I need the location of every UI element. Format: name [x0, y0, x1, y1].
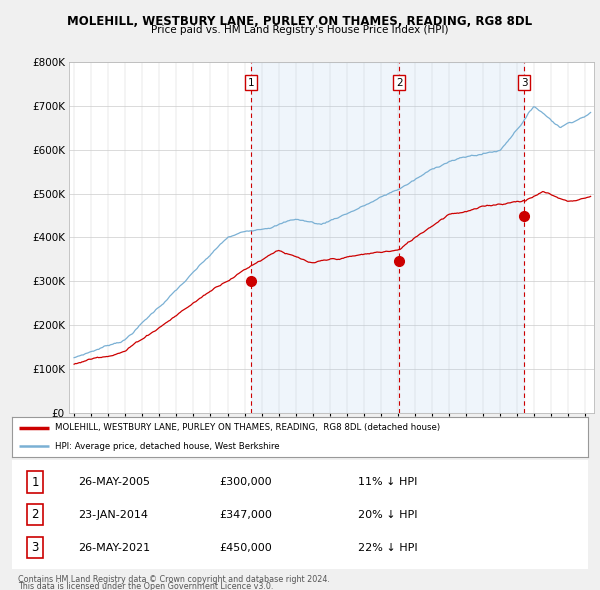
Text: £300,000: £300,000 — [220, 477, 272, 487]
Text: 26-MAY-2021: 26-MAY-2021 — [78, 543, 151, 552]
Text: 3: 3 — [521, 78, 527, 88]
Text: 1: 1 — [31, 476, 39, 489]
Text: Price paid vs. HM Land Registry's House Price Index (HPI): Price paid vs. HM Land Registry's House … — [151, 25, 449, 35]
Bar — [251, 62, 524, 413]
Text: 2: 2 — [396, 78, 403, 88]
Text: 20% ↓ HPI: 20% ↓ HPI — [358, 510, 417, 520]
Text: 26-MAY-2005: 26-MAY-2005 — [78, 477, 150, 487]
Text: £450,000: £450,000 — [220, 543, 272, 552]
Text: 3: 3 — [31, 541, 39, 554]
Text: MOLEHILL, WESTBURY LANE, PURLEY ON THAMES, READING, RG8 8DL: MOLEHILL, WESTBURY LANE, PURLEY ON THAME… — [67, 15, 533, 28]
Text: 1: 1 — [248, 78, 254, 88]
Text: £347,000: £347,000 — [220, 510, 272, 520]
Text: This data is licensed under the Open Government Licence v3.0.: This data is licensed under the Open Gov… — [18, 582, 274, 590]
Text: 2: 2 — [31, 508, 39, 522]
Text: 11% ↓ HPI: 11% ↓ HPI — [358, 477, 417, 487]
Text: Contains HM Land Registry data © Crown copyright and database right 2024.: Contains HM Land Registry data © Crown c… — [18, 575, 330, 584]
Text: 23-JAN-2014: 23-JAN-2014 — [78, 510, 148, 520]
Text: 22% ↓ HPI: 22% ↓ HPI — [358, 543, 417, 552]
Text: MOLEHILL, WESTBURY LANE, PURLEY ON THAMES, READING,  RG8 8DL (detached house): MOLEHILL, WESTBURY LANE, PURLEY ON THAME… — [55, 424, 440, 432]
Text: HPI: Average price, detached house, West Berkshire: HPI: Average price, detached house, West… — [55, 442, 280, 451]
